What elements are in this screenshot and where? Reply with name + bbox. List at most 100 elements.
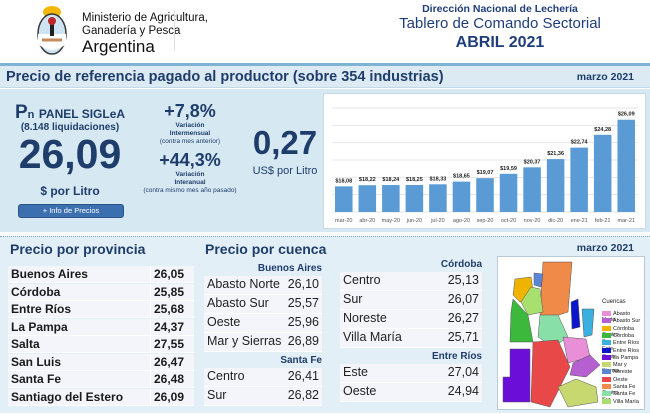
legend-swatch bbox=[602, 398, 611, 404]
bar bbox=[429, 184, 447, 212]
cuenca-row: Abasto Norte 26,10 bbox=[204, 276, 322, 295]
provincia-name: La Pampa bbox=[11, 319, 68, 334]
info-precios-button[interactable]: + Info de Precios bbox=[18, 204, 124, 218]
cell-divider bbox=[150, 301, 151, 318]
annual-variation-caption: Variación Interanual (contra mismo mes año… bbox=[125, 171, 255, 195]
bar-chart: $18,08 mar-20 $18,22 abr-20 $18,24 may-20 $18,… bbox=[332, 107, 638, 224]
cuenca-row: Mar y Sierras 26,89 bbox=[204, 333, 322, 352]
section-title: Precio de referencia pagado al productor… bbox=[6, 69, 444, 85]
data-label: $19,59 bbox=[500, 166, 517, 172]
bar bbox=[523, 167, 541, 212]
legend-title: Cuencas bbox=[602, 299, 626, 305]
panel-sub: n bbox=[27, 109, 35, 121]
price-value: 26,09 bbox=[18, 131, 122, 177]
region-noreste bbox=[533, 272, 544, 288]
x-tick-label: feb-21 bbox=[595, 218, 611, 224]
bar bbox=[546, 159, 565, 212]
usd-price-unit: US$ por Litro bbox=[252, 165, 318, 177]
cuenca-value: 26,27 bbox=[447, 311, 479, 325]
cuenca-title: Precio por cuenca bbox=[205, 241, 327, 257]
divider bbox=[174, 10, 175, 50]
cuenca-row: Abasto Sur 25,57 bbox=[204, 295, 322, 314]
cell-divider bbox=[150, 371, 151, 388]
caption-line: Variación bbox=[175, 122, 205, 129]
legend-swatch bbox=[602, 347, 611, 353]
cuenca-name: Este bbox=[343, 365, 369, 379]
cell-divider bbox=[150, 388, 151, 406]
cuenca-row: Noreste 26,27 bbox=[340, 310, 482, 329]
provincia-name: San Luis bbox=[11, 354, 62, 369]
cuenca-value: 25,71 bbox=[447, 330, 479, 344]
legend-swatch bbox=[602, 332, 611, 338]
legend-swatch bbox=[602, 384, 611, 390]
x-tick-label: sep-20 bbox=[477, 218, 494, 224]
legend-swatch bbox=[602, 369, 611, 375]
bar bbox=[499, 173, 518, 212]
provincia-name: Córdoba bbox=[11, 284, 61, 299]
cuenca-name: Centro bbox=[207, 369, 245, 383]
legend-swatch bbox=[602, 354, 611, 360]
data-label: $18,24 bbox=[382, 177, 400, 183]
cuenca-name: Noreste bbox=[343, 311, 387, 325]
cuenca-name: Oeste bbox=[207, 315, 241, 329]
country-name: Argentina bbox=[82, 37, 155, 56]
cuenca-name: Sur bbox=[207, 388, 227, 402]
bar bbox=[405, 184, 424, 212]
region-entre-rios-este bbox=[581, 308, 595, 338]
provincia-value: 24,37 bbox=[153, 319, 184, 334]
x-tick-label: oct-20 bbox=[501, 218, 516, 224]
region-santa-fe-centro bbox=[539, 261, 573, 318]
legend-item: Oeste bbox=[602, 377, 628, 383]
cuenca-value: 24,94 bbox=[447, 384, 479, 398]
panel-prefix: P bbox=[14, 102, 28, 123]
price-history-chart: $18,08 mar-20 $18,22 abr-20 $18,24 may-20 $18,… bbox=[323, 93, 646, 229]
map-regions bbox=[502, 261, 601, 408]
legend-item: Noreste bbox=[602, 369, 632, 375]
cuenca-row: Centro 25,13 bbox=[340, 272, 482, 291]
x-tick-label: jul-20 bbox=[430, 218, 444, 224]
provincia-name: Entre Ríos bbox=[11, 302, 72, 316]
cuenca-group-title: Buenos Aires bbox=[257, 263, 322, 274]
provincia-name: Buenos Aires bbox=[11, 267, 88, 281]
provincia-value: 26,09 bbox=[153, 389, 184, 404]
map-date: marzo 2021 bbox=[576, 242, 634, 254]
legend-label: Villa María bbox=[613, 398, 639, 405]
cuenca-value: 26,07 bbox=[447, 292, 479, 306]
provincia-row: Santa Fe 26,48 bbox=[8, 371, 194, 388]
cuenca-name: Oeste bbox=[343, 384, 377, 398]
ministry-name: Ministerio de Agricultura, Ganadería y Pe… bbox=[82, 12, 208, 38]
legend-swatch bbox=[602, 318, 611, 324]
annual-variation: +44,3% bbox=[159, 150, 221, 170]
usd-price-value: 0,27 bbox=[252, 124, 318, 161]
cuenca-name: Sur bbox=[343, 292, 363, 306]
data-label: $18,25 bbox=[406, 177, 423, 183]
bar bbox=[476, 178, 494, 212]
cuenca-group-title: Córdoba bbox=[440, 259, 482, 270]
provincia-row: Santiago del Estero 26,09 bbox=[8, 388, 194, 406]
cuenca-name: Abasto Norte bbox=[207, 277, 280, 291]
data-label: $21,36 bbox=[547, 151, 564, 157]
provincia-value: 26,47 bbox=[153, 354, 184, 369]
bar bbox=[593, 134, 612, 212]
region-mar-y-sierras bbox=[557, 378, 599, 408]
provincia-value: 25,85 bbox=[153, 284, 184, 299]
data-label: $20,37 bbox=[524, 159, 541, 165]
legend-label: Noreste bbox=[613, 369, 633, 376]
x-tick-label: jun-20 bbox=[406, 218, 422, 224]
provincia-row: Entre Ríos 25,68 bbox=[8, 301, 194, 318]
bar bbox=[452, 181, 471, 212]
bar bbox=[358, 185, 377, 212]
legend-label: La Pampa bbox=[613, 354, 639, 361]
data-label: $18,65 bbox=[453, 174, 470, 180]
legend-item: Abasto Sur bbox=[602, 318, 640, 324]
cuenca-group-title: Entre Ríos bbox=[431, 351, 482, 362]
x-tick-label: ene-21 bbox=[571, 218, 588, 224]
provincia-name: Salta bbox=[11, 337, 40, 351]
caption-line: Intermensual bbox=[169, 130, 211, 137]
bar bbox=[570, 147, 588, 212]
cuenca-value: 25,13 bbox=[447, 273, 479, 287]
x-tick-label: dic-20 bbox=[548, 218, 563, 224]
cuenca-value: 26,82 bbox=[287, 388, 319, 402]
provincia-row: San Luis 26,47 bbox=[8, 353, 194, 371]
data-label: $19,07 bbox=[477, 170, 494, 176]
